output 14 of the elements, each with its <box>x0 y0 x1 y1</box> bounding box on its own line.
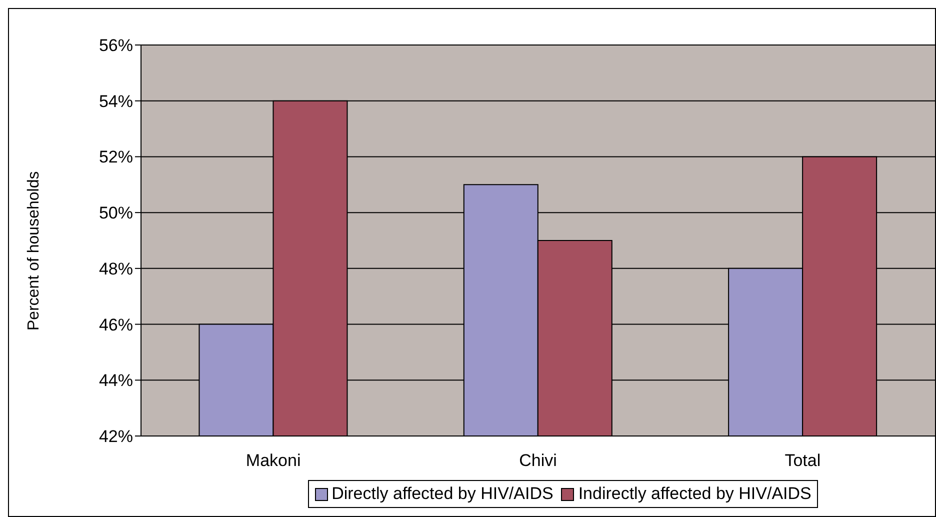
y-tick-label: 48% <box>98 259 133 278</box>
y-tick-label: 42% <box>98 427 133 446</box>
legend-label: Directly affected by HIV/AIDS <box>330 484 554 504</box>
y-tick-label: 52% <box>98 148 133 167</box>
x-tick-label: Total <box>784 451 821 470</box>
y-tick-label: 44% <box>98 371 133 390</box>
legend-label: Indirectly affected by HIV/AIDS <box>577 484 812 504</box>
x-tick-label: Chivi <box>519 451 557 470</box>
x-tick-label: Makoni <box>246 451 301 470</box>
y-tick-label: 50% <box>98 204 133 223</box>
y-tick-label: 54% <box>98 92 133 111</box>
y-tick-label: 56% <box>98 36 133 56</box>
y-tick-label: 46% <box>98 315 133 334</box>
y-axis-title: Percent of households <box>26 171 43 330</box>
